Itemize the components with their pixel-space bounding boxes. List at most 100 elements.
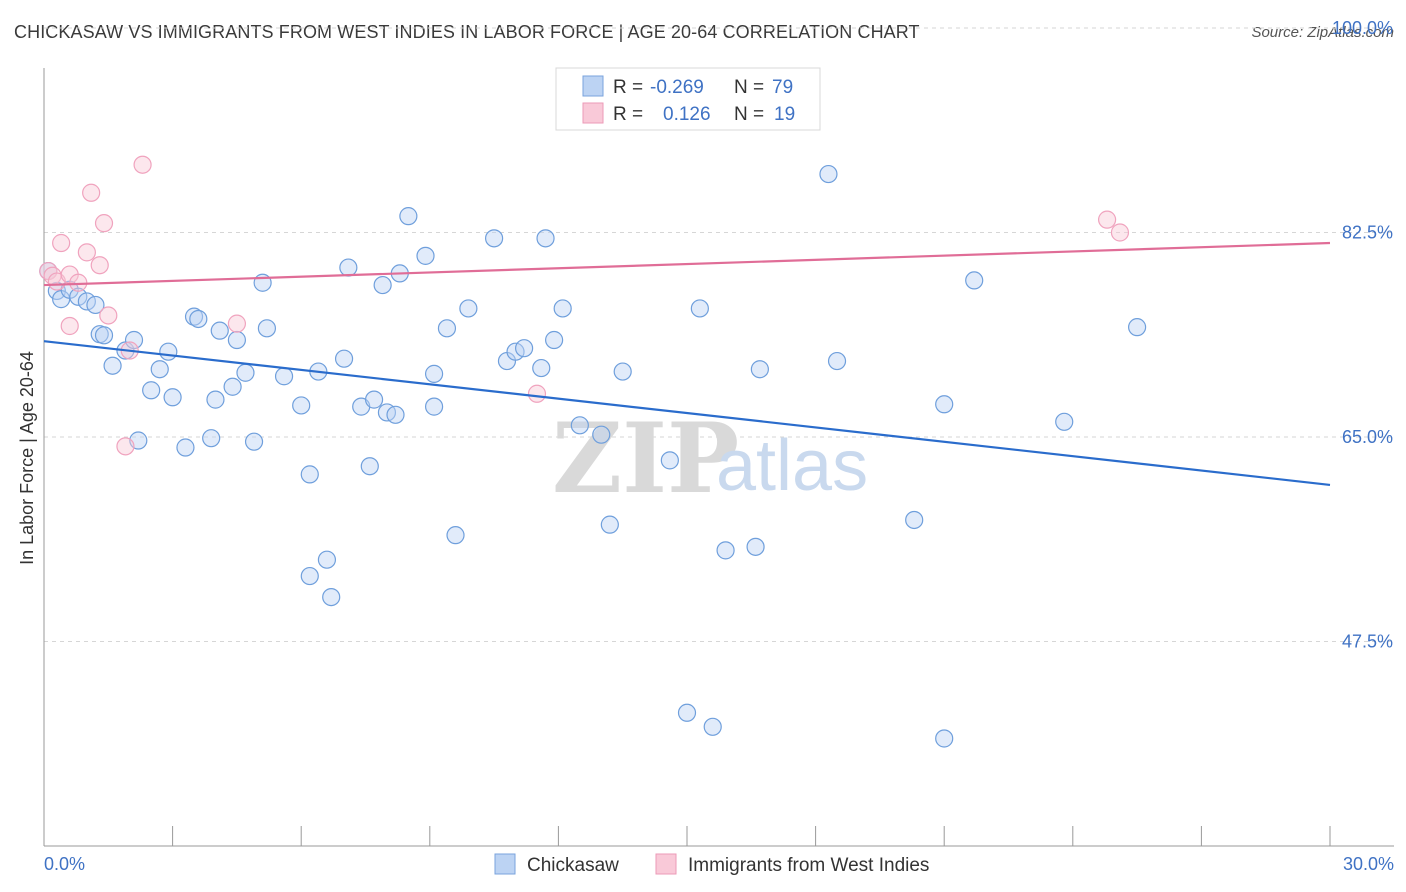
y-tick-label-3: 100.0% — [1332, 18, 1393, 38]
chickasaw-point-21 — [206, 390, 225, 409]
chickasaw-point-46 — [416, 246, 435, 265]
chickasaw-point-11 — [124, 330, 144, 350]
chickasaw-point-72 — [827, 351, 847, 371]
chickasaw-point-22 — [210, 321, 229, 340]
chickasaw-point-60 — [570, 416, 589, 435]
chickasaw-point-6 — [86, 295, 105, 315]
chickasaw-point-33 — [300, 566, 319, 586]
chickasaw-point-77 — [1055, 412, 1074, 431]
chickasaw-point-59 — [553, 299, 572, 318]
westindies-point-10 — [94, 214, 114, 233]
chickasaw-point-67 — [703, 717, 722, 736]
chickasaw-point-48 — [424, 364, 444, 383]
chickasaw-point-52 — [485, 229, 504, 248]
chickasaw-point-69 — [746, 537, 765, 556]
chickasaw-point-37 — [339, 258, 358, 277]
legend-swatch-westindies — [582, 102, 604, 124]
chickasaw-point-45 — [399, 207, 418, 226]
chickasaw-point-25 — [236, 363, 255, 382]
chickasaw-point-19 — [189, 309, 208, 329]
chickasaw-point-29 — [274, 367, 294, 386]
chickasaw-point-39 — [360, 457, 379, 476]
chickasaw-point-34 — [322, 587, 341, 607]
chickasaw-point-55 — [515, 339, 534, 358]
chickasaw-point-66 — [690, 299, 709, 318]
chickasaw-point-75 — [935, 729, 954, 748]
legend-n-label-westindies: N = — [734, 104, 764, 125]
legend-n-label-chickasaw: N = — [734, 77, 764, 98]
chickasaw-point-28 — [257, 319, 277, 338]
x-tick-label-max: 30.0% — [1343, 854, 1394, 874]
chickasaw-point-24 — [227, 330, 246, 350]
chickasaw-point-70 — [750, 360, 769, 379]
bottom-legend-label-westindies: Immigrants from West Indies — [688, 855, 929, 876]
chickasaw-point-35 — [317, 550, 337, 569]
chickasaw-point-16 — [163, 388, 182, 407]
chickasaw-point-62 — [600, 515, 619, 534]
chickasaw-point-65 — [677, 703, 697, 722]
y-tick-label-1: 65.0% — [1342, 427, 1393, 447]
bottom-legend-swatch-chickasaw — [494, 853, 516, 875]
chickasaw-point-57 — [536, 229, 555, 248]
westindies-point-7 — [77, 243, 96, 262]
westindies-point-15 — [227, 314, 246, 333]
chickasaw-point-41 — [373, 275, 392, 295]
chickasaw-point-30 — [292, 396, 311, 415]
westindies-point-18 — [1110, 223, 1130, 242]
chickasaw-point-61 — [592, 425, 611, 444]
chart-title: CHICKASAW VS IMMIGRANTS FROM WEST INDIES… — [14, 22, 920, 42]
westindies-point-3 — [52, 233, 71, 253]
chickasaw-point-14 — [150, 360, 169, 379]
legend-r-label-chickasaw: R = — [613, 77, 643, 98]
chickasaw-point-58 — [545, 330, 564, 350]
chickasaw-point-20 — [202, 429, 221, 448]
bottom-legend-label-chickasaw: Chickasaw — [527, 855, 619, 876]
series-westindies-points — [39, 155, 1130, 456]
bottom-legend: Chickasaw Immigrants from West Indies — [494, 853, 929, 876]
legend-r-value-chickasaw: -0.269 — [650, 77, 704, 98]
y-tick-labels: 47.5% 65.0% 82.5% 100.0% — [1332, 18, 1393, 652]
legend-n-value-chickasaw: 79 — [772, 77, 793, 98]
westindies-point-5 — [60, 316, 79, 336]
y-tick-label-2: 82.5% — [1342, 223, 1393, 243]
westindies-point-14 — [133, 155, 152, 174]
chickasaw-point-78 — [1127, 318, 1147, 337]
chickasaw-point-73 — [905, 510, 924, 530]
chickasaw-point-4 — [69, 287, 88, 306]
legend-swatch-chickasaw — [582, 75, 604, 97]
chickasaw-point-68 — [716, 541, 735, 560]
westindies-point-16 — [527, 384, 547, 403]
westindies-point-11 — [99, 306, 118, 325]
chickasaw-point-40 — [364, 390, 384, 409]
chickasaw-point-43 — [386, 405, 405, 424]
grid-lines — [44, 27, 1394, 642]
y-tick-label-0: 47.5% — [1342, 632, 1393, 652]
chickasaw-point-71 — [819, 164, 838, 184]
trend-line-westindies — [43, 241, 1331, 287]
chickasaw-point-36 — [334, 349, 354, 368]
chickasaw-point-26 — [244, 432, 264, 451]
chickasaw-point-49 — [437, 319, 457, 338]
watermark-zip: ZIP — [552, 402, 739, 515]
x-tick-label-min: 0.0% — [44, 854, 85, 874]
chickasaw-point-74 — [935, 395, 954, 414]
chickasaw-point-63 — [613, 362, 632, 381]
bottom-legend-swatch-westindies — [655, 853, 677, 875]
chickasaw-point-17 — [176, 438, 195, 457]
westindies-point-12 — [116, 437, 135, 456]
chickasaw-point-31 — [300, 465, 319, 484]
chickasaw-point-51 — [459, 299, 478, 318]
chickasaw-point-64 — [660, 451, 679, 470]
legend-r-value-westindies: 0.126 — [663, 104, 711, 125]
y-axis-title: In Labor Force | Age 20-64 — [17, 351, 37, 565]
legend-r-label-westindies: R = — [613, 104, 643, 125]
axes — [43, 68, 1394, 847]
chickasaw-point-76 — [965, 271, 984, 290]
chickasaw-point-47 — [424, 397, 444, 416]
watermark-atlas: atlas — [716, 426, 868, 506]
chickasaw-point-15 — [159, 342, 178, 361]
trend-line-chickasaw — [43, 340, 1331, 487]
chickasaw-point-8 — [94, 326, 114, 345]
legend-n-value-westindies: 19 — [774, 104, 795, 125]
chickasaw-point-23 — [223, 377, 242, 396]
